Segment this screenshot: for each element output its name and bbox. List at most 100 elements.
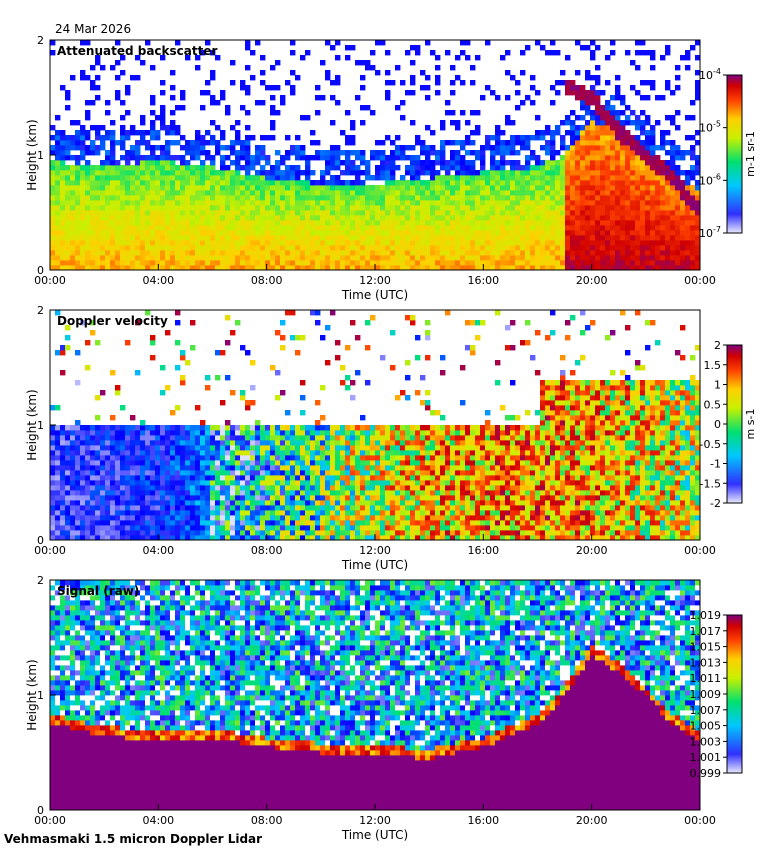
heatmap-cell bbox=[225, 520, 231, 526]
heatmap-cell bbox=[165, 165, 171, 171]
heatmap-cell bbox=[95, 515, 101, 521]
heatmap-cell bbox=[440, 235, 446, 241]
heatmap-cell bbox=[100, 65, 106, 71]
heatmap-cell bbox=[235, 205, 241, 211]
heatmap-cell bbox=[140, 430, 146, 436]
heatmap-cell bbox=[425, 240, 431, 246]
heatmap-cell bbox=[615, 200, 621, 206]
heatmap-cell bbox=[300, 205, 306, 211]
heatmap-cell bbox=[175, 500, 181, 506]
heatmap-cell bbox=[135, 465, 141, 471]
heatmap-cell bbox=[250, 480, 256, 486]
heatmap-cell bbox=[235, 215, 241, 221]
heatmap-cell bbox=[170, 215, 176, 221]
heatmap-cell bbox=[575, 215, 581, 221]
heatmap-cell bbox=[110, 415, 116, 421]
heatmap-cell bbox=[65, 210, 71, 216]
heatmap-cell bbox=[215, 485, 221, 491]
heatmap-cell bbox=[245, 230, 251, 236]
heatmap-cell bbox=[95, 530, 101, 536]
heatmap-cell bbox=[260, 520, 266, 526]
heatmap-cell bbox=[110, 235, 116, 241]
heatmap-cell bbox=[130, 455, 136, 461]
heatmap-cell bbox=[690, 145, 696, 151]
heatmap-cell bbox=[85, 115, 91, 121]
heatmap-cell bbox=[190, 445, 196, 451]
heatmap-cell bbox=[120, 240, 126, 246]
heatmap-cell bbox=[110, 255, 116, 261]
heatmap-cell bbox=[515, 240, 521, 246]
heatmap-cell bbox=[645, 250, 651, 256]
heatmap-cell bbox=[110, 435, 116, 441]
heatmap-cell bbox=[475, 150, 481, 156]
heatmap-cell bbox=[190, 140, 196, 146]
heatmap-cell bbox=[235, 460, 241, 466]
heatmap-cell bbox=[475, 260, 481, 266]
heatmap-cell bbox=[70, 235, 76, 241]
heatmap-cell bbox=[80, 480, 86, 486]
heatmap-cell bbox=[60, 145, 66, 151]
heatmap-cell bbox=[575, 40, 581, 46]
heatmap-cell bbox=[610, 105, 616, 111]
heatmap-cell bbox=[90, 510, 96, 516]
heatmap-cell bbox=[160, 170, 166, 176]
heatmap-cell bbox=[325, 235, 331, 241]
heatmap-cell bbox=[565, 130, 571, 136]
heatmap-cell bbox=[140, 535, 146, 541]
heatmap-cell bbox=[680, 150, 686, 156]
heatmap-cell bbox=[345, 195, 351, 201]
heatmap-cell bbox=[520, 175, 526, 181]
heatmap-cell bbox=[80, 455, 86, 461]
heatmap-cell bbox=[90, 500, 96, 506]
heatmap-cell bbox=[490, 250, 496, 256]
heatmap-cell bbox=[150, 95, 156, 101]
heatmap-cell bbox=[245, 530, 251, 536]
heatmap-cell bbox=[60, 350, 66, 356]
heatmap-cell bbox=[135, 200, 141, 206]
heatmap-cell bbox=[330, 180, 336, 186]
heatmap-cell bbox=[470, 140, 476, 146]
heatmap-cell bbox=[50, 535, 56, 541]
heatmap-cell bbox=[260, 245, 266, 251]
heatmap-cell bbox=[130, 490, 136, 496]
heatmap-cell bbox=[135, 535, 141, 541]
heatmap-cell bbox=[155, 460, 161, 466]
heatmap-cell bbox=[650, 130, 656, 136]
heatmap-cell bbox=[50, 460, 56, 466]
heatmap-cell bbox=[545, 165, 551, 171]
heatmap-cell bbox=[120, 140, 126, 146]
heatmap-cell bbox=[480, 265, 486, 271]
heatmap-cell bbox=[410, 185, 416, 191]
heatmap-cell bbox=[290, 50, 296, 56]
heatmap-cell bbox=[160, 80, 166, 86]
heatmap-cell bbox=[220, 465, 226, 471]
heatmap-cell bbox=[175, 240, 181, 246]
heatmap-cell bbox=[50, 265, 56, 271]
heatmap-cell bbox=[120, 495, 126, 501]
heatmap-cell bbox=[235, 435, 241, 441]
heatmap-cell bbox=[95, 395, 101, 401]
heatmap-cell bbox=[425, 200, 431, 206]
heatmap-cell bbox=[590, 225, 596, 231]
heatmap-cell bbox=[130, 175, 136, 181]
heatmap-cell bbox=[130, 190, 136, 196]
heatmap-cell bbox=[140, 520, 146, 526]
heatmap-cell bbox=[690, 135, 696, 141]
heatmap-cell bbox=[270, 135, 276, 141]
heatmap-cell bbox=[120, 515, 126, 521]
heatmap-cell bbox=[485, 225, 491, 231]
heatmap-cell bbox=[265, 240, 271, 246]
heatmap-cell bbox=[415, 215, 421, 221]
heatmap-cell bbox=[165, 475, 171, 481]
heatmap-cell bbox=[290, 470, 296, 476]
heatmap-cell bbox=[665, 205, 671, 211]
heatmap-cell bbox=[210, 100, 216, 106]
heatmap-cell bbox=[250, 135, 256, 141]
heatmap-cell bbox=[170, 510, 176, 516]
heatmap-cell bbox=[50, 405, 56, 411]
heatmap-cell bbox=[470, 180, 476, 186]
heatmap-cell bbox=[605, 115, 611, 121]
heatmap-cell bbox=[640, 175, 646, 181]
heatmap-cell bbox=[240, 210, 246, 216]
heatmap-cell bbox=[480, 205, 486, 211]
